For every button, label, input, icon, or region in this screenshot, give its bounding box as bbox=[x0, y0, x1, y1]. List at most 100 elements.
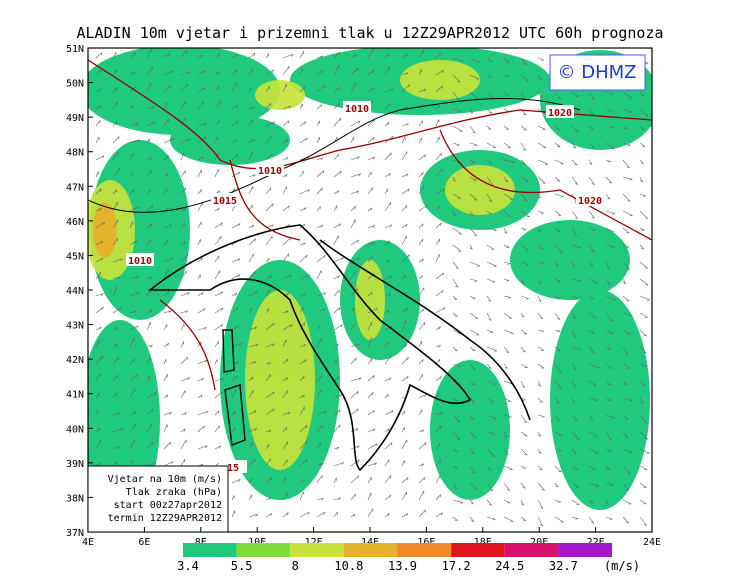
wind-arrow bbox=[265, 85, 270, 93]
wind-arrow bbox=[231, 258, 241, 263]
wind-arrow bbox=[146, 157, 152, 161]
wind-arrow bbox=[231, 324, 240, 331]
wind-arrow bbox=[537, 414, 545, 418]
wind-arrow bbox=[282, 512, 289, 518]
wind-arrow bbox=[197, 410, 209, 416]
wind-arrow bbox=[554, 210, 562, 216]
wind-arrow bbox=[129, 292, 140, 297]
wind-arrow bbox=[384, 513, 390, 518]
wind-arrow bbox=[231, 69, 237, 76]
wind-arrow bbox=[401, 72, 409, 76]
wind-arrow bbox=[469, 516, 475, 522]
wind-arrow bbox=[452, 176, 456, 182]
wind-arrow bbox=[282, 441, 289, 450]
wind-arrow bbox=[316, 170, 325, 178]
wind-arrow bbox=[571, 210, 579, 219]
wind-arrow bbox=[520, 448, 528, 456]
wind-arrow bbox=[231, 307, 239, 314]
wind-arrow bbox=[418, 341, 423, 348]
wind-arrow bbox=[316, 462, 324, 467]
wind-arrow bbox=[486, 159, 493, 165]
wind-arrow bbox=[486, 193, 493, 203]
wind-arrow bbox=[639, 363, 647, 367]
wind-arrow bbox=[401, 188, 410, 195]
wind-arrow bbox=[384, 88, 394, 93]
wind-arrow bbox=[350, 120, 361, 127]
wind-arrow bbox=[248, 326, 257, 331]
wind-arrow bbox=[486, 482, 494, 492]
wind-arrow bbox=[588, 431, 598, 437]
wind-arrow bbox=[367, 428, 376, 433]
wind-arrow bbox=[333, 409, 341, 416]
wind-arrow bbox=[231, 274, 241, 280]
wind-arrow bbox=[197, 308, 206, 314]
wind-arrow bbox=[180, 138, 190, 144]
wind-arrow bbox=[129, 411, 137, 416]
wind-arrow bbox=[197, 70, 206, 76]
wind-arrow bbox=[180, 241, 186, 246]
wind-arrow bbox=[214, 445, 222, 450]
wind-arrow bbox=[554, 125, 560, 131]
wind-arrow bbox=[554, 176, 561, 182]
wind-arrow bbox=[639, 159, 644, 164]
wind-arrow bbox=[214, 85, 220, 93]
wind-arrow bbox=[163, 207, 169, 212]
wind-arrow bbox=[639, 295, 650, 301]
wind-arrow bbox=[163, 394, 169, 399]
wind-arrow bbox=[333, 190, 340, 195]
wind-arrow bbox=[503, 346, 510, 353]
lat-label: 44N bbox=[66, 286, 84, 297]
wind-arrow bbox=[129, 206, 139, 212]
wind-arrow bbox=[282, 83, 287, 93]
info-line: Tlak zraka (hPa) bbox=[126, 487, 222, 498]
wind-arrow bbox=[486, 227, 497, 232]
wind-arrow bbox=[401, 460, 406, 467]
wind-arrow bbox=[95, 188, 102, 195]
wind-arrow bbox=[367, 358, 373, 365]
wind-arrow bbox=[282, 66, 290, 76]
wind-arrow bbox=[622, 397, 633, 402]
wind-arrow bbox=[95, 240, 104, 246]
wind-arrow bbox=[639, 380, 646, 387]
wind-arrow bbox=[95, 52, 103, 59]
wind-arrow bbox=[384, 442, 393, 450]
wind-arrow bbox=[265, 203, 274, 212]
wind-arrow bbox=[401, 223, 408, 229]
wind-arrow bbox=[452, 278, 459, 288]
wind-arrow bbox=[197, 257, 203, 263]
lon-label: 22E bbox=[587, 537, 605, 548]
wind-arrow bbox=[435, 494, 441, 501]
wind-arrow bbox=[520, 499, 525, 506]
wind-arrow bbox=[146, 290, 151, 297]
wind-arrow bbox=[401, 375, 409, 382]
isobar-label-bg bbox=[211, 193, 239, 206]
wind-arrow bbox=[163, 138, 175, 144]
wind-arrow bbox=[452, 108, 463, 113]
wind-arrow bbox=[129, 188, 135, 195]
logo-box bbox=[549, 54, 646, 91]
wind-arrow bbox=[605, 346, 611, 350]
wind-arrow bbox=[384, 494, 392, 501]
wind-arrow bbox=[435, 326, 441, 331]
wind-arrow bbox=[520, 227, 526, 231]
wind-arrow bbox=[537, 380, 541, 387]
wind-arrow bbox=[384, 121, 390, 127]
wind-arrow bbox=[248, 494, 253, 501]
wind-arrow bbox=[146, 188, 151, 195]
wind-arrow bbox=[503, 516, 514, 522]
wind-arrow bbox=[231, 171, 241, 178]
wind-arrow bbox=[231, 478, 241, 484]
wind-arrow bbox=[146, 441, 154, 450]
wind-arrow bbox=[418, 463, 424, 467]
wind-arrow bbox=[639, 108, 649, 117]
wind-arrow bbox=[622, 108, 632, 113]
wind-arrow bbox=[520, 261, 529, 266]
wind-arrow bbox=[214, 377, 224, 382]
isobar-label: 15 bbox=[227, 463, 239, 474]
wind-arrow bbox=[95, 208, 102, 212]
wind-arrow bbox=[316, 292, 327, 297]
legend-label: 3.4 bbox=[177, 559, 199, 573]
wind-arrow bbox=[435, 69, 445, 76]
wind-arrow bbox=[248, 150, 254, 161]
